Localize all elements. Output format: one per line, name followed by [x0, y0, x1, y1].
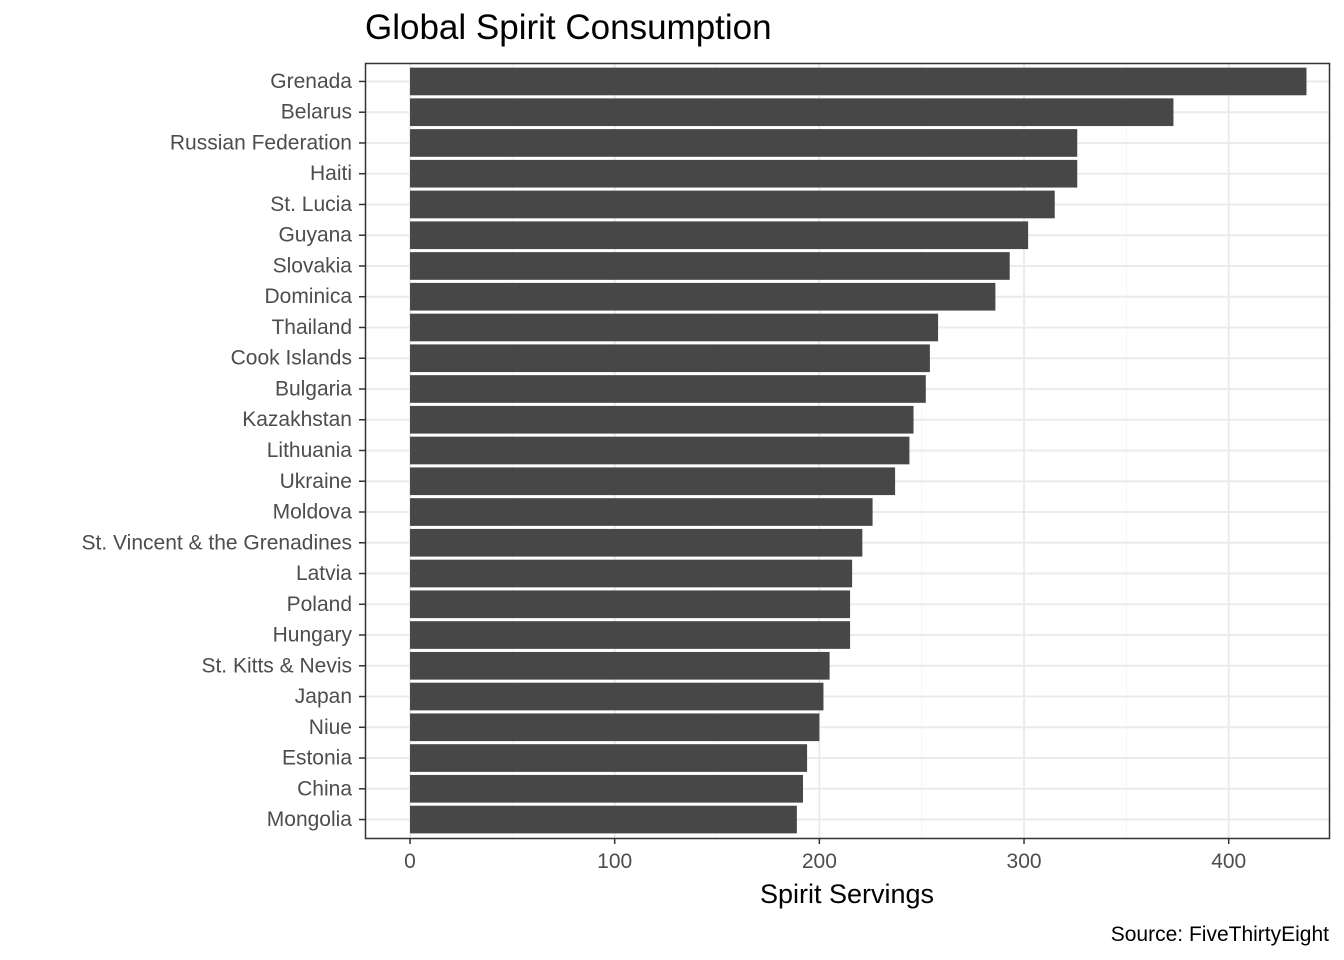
- bars: [410, 67, 1307, 834]
- y-tick-label: Slovakia: [273, 254, 353, 277]
- y-tick-label: Hungary: [273, 624, 353, 647]
- bar-moldova: [410, 498, 873, 526]
- y-tick-label: Moldova: [273, 501, 353, 524]
- bar-russian-federation: [410, 129, 1078, 157]
- bar-poland: [410, 590, 851, 619]
- y-tick-label: St. Lucia: [270, 193, 352, 216]
- bar-st-vincent-the-grenadines: [410, 528, 863, 557]
- y-tick-label: Russian Federation: [170, 131, 352, 154]
- bar-haiti: [410, 159, 1078, 188]
- y-tick-label: Kazakhstan: [242, 408, 352, 431]
- bar-guyana: [410, 221, 1029, 250]
- bar-latvia: [410, 559, 853, 588]
- y-tick-label: Ukraine: [280, 470, 352, 493]
- y-tick-label: Poland: [287, 593, 352, 616]
- y-tick-label: Grenada: [270, 70, 352, 93]
- bar-kazakhstan: [410, 405, 914, 434]
- y-tick-label: Japan: [295, 685, 352, 708]
- bar-niue: [410, 713, 820, 742]
- bar-dominica: [410, 282, 996, 311]
- y-tick-label: Latvia: [296, 562, 352, 585]
- bar-japan: [410, 682, 824, 711]
- x-axis-title: Spirit Servings: [760, 879, 934, 909]
- y-tick-label: Belarus: [281, 101, 352, 124]
- bar-cook-islands: [410, 344, 930, 373]
- chart-title: Global Spirit Consumption: [365, 8, 772, 47]
- bar-hungary: [410, 621, 851, 649]
- bar-belarus: [410, 98, 1174, 127]
- bar-ukraine: [410, 467, 896, 496]
- bar-mongolia: [410, 805, 797, 834]
- x-tick-label: 0: [404, 850, 416, 873]
- y-tick-label: Haiti: [310, 162, 352, 185]
- y-tick-label: Bulgaria: [275, 377, 352, 400]
- y-tick-label: Niue: [309, 716, 352, 739]
- y-tick-label: Guyana: [278, 224, 352, 247]
- bar-lithuania: [410, 436, 910, 465]
- bar-slovakia: [410, 252, 1010, 280]
- y-tick-label: St. Kitts & Nevis: [201, 654, 352, 677]
- y-tick-label: Cook Islands: [231, 347, 352, 370]
- bar-china: [410, 774, 803, 803]
- y-tick-label: St. Vincent & the Grenadines: [82, 531, 352, 554]
- source-caption: Source: FiveThirtyEight: [1111, 923, 1329, 946]
- bar-grenada: [410, 67, 1307, 96]
- bar-st-kitts-nevis: [410, 651, 830, 680]
- bar-bulgaria: [410, 375, 926, 403]
- x-tick-label: 300: [1007, 850, 1042, 873]
- bar-thailand: [410, 313, 939, 342]
- y-tick-label: Dominica: [264, 285, 352, 308]
- y-tick-label: Estonia: [282, 747, 352, 770]
- y-tick-label: China: [297, 777, 352, 800]
- x-tick-label: 100: [597, 850, 632, 873]
- bar-estonia: [410, 744, 808, 772]
- y-tick-label: Mongolia: [267, 808, 353, 831]
- bar-st-lucia: [410, 190, 1055, 219]
- y-tick-label: Lithuania: [267, 439, 353, 462]
- y-tick-label: Thailand: [271, 316, 352, 339]
- y-axis: Grenada Belarus Russian Federation Haiti St.…: [82, 70, 365, 831]
- x-tick-label: 200: [802, 850, 837, 873]
- panel-border: [364, 62, 1331, 840]
- x-axis: 0 100 200 300 400: [404, 838, 1246, 873]
- x-tick-label: 400: [1211, 850, 1246, 873]
